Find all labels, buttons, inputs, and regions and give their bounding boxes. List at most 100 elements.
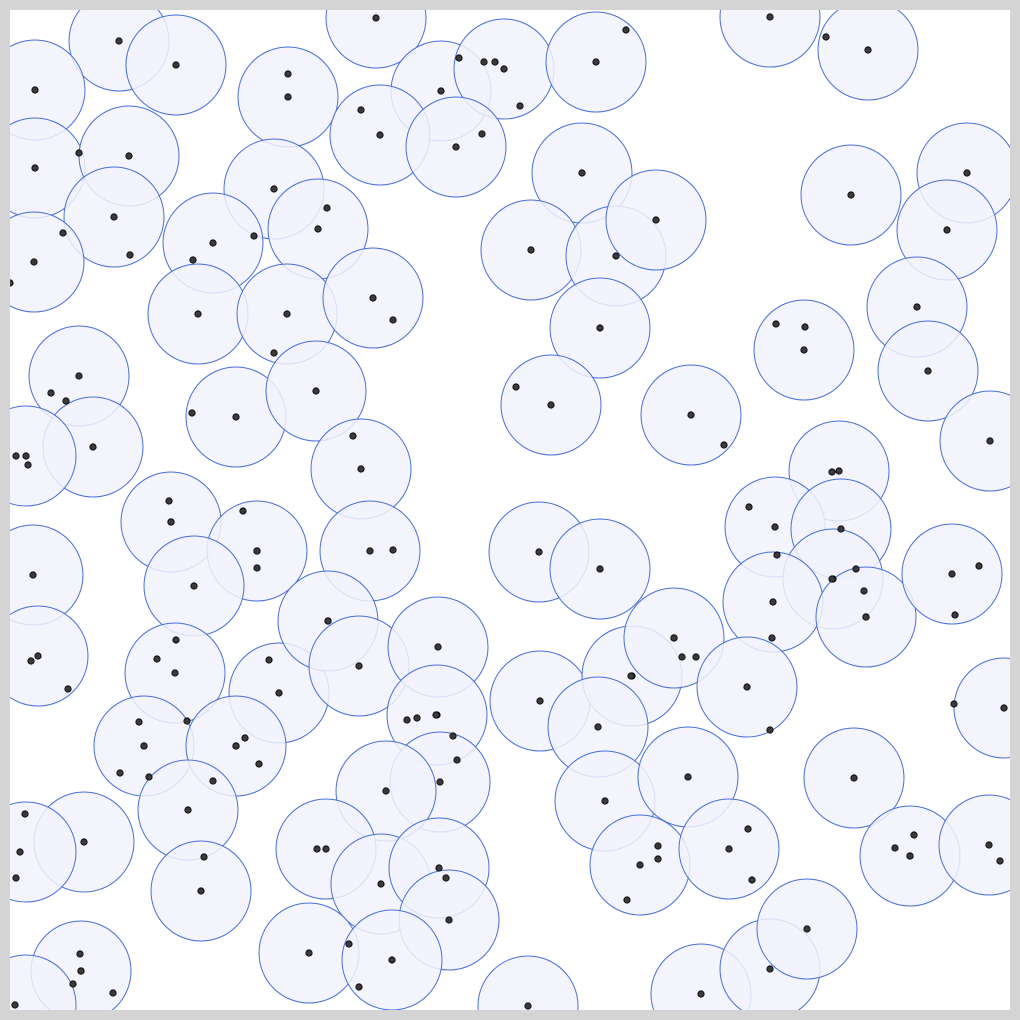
data-point <box>31 86 39 94</box>
data-point <box>636 861 644 869</box>
data-point <box>536 697 544 705</box>
coverage-circle <box>10 801 77 903</box>
data-point <box>403 716 411 724</box>
data-point <box>864 46 872 54</box>
data-point <box>828 575 836 583</box>
data-point <box>950 700 958 708</box>
data-point <box>64 685 72 693</box>
data-point <box>547 401 555 409</box>
data-point <box>684 773 692 781</box>
data-point <box>480 58 488 66</box>
data-point <box>491 58 499 66</box>
data-point <box>388 956 396 964</box>
data-point <box>357 465 365 473</box>
data-point <box>436 778 444 786</box>
data-point <box>442 874 450 882</box>
coverage-circle <box>817 10 919 101</box>
data-point <box>748 876 756 884</box>
data-point <box>31 164 39 172</box>
data-point <box>601 797 609 805</box>
data-point <box>126 251 134 259</box>
data-point <box>313 845 321 853</box>
data-point <box>594 723 602 731</box>
data-point <box>852 565 860 573</box>
data-point <box>355 662 363 670</box>
data-point <box>89 443 97 451</box>
data-point <box>578 169 586 177</box>
data-point <box>835 467 843 475</box>
data-point <box>355 983 363 991</box>
data-point <box>654 842 662 850</box>
data-point <box>725 845 733 853</box>
data-point <box>284 70 292 78</box>
data-point <box>622 26 630 34</box>
data-point <box>324 617 332 625</box>
data-point <box>190 582 198 590</box>
data-point <box>184 806 192 814</box>
data-point <box>527 246 535 254</box>
data-point <box>30 258 38 266</box>
data-point <box>312 387 320 395</box>
coverage-circles <box>10 10 1010 1010</box>
data-point <box>357 106 365 114</box>
plot-area[interactable] <box>10 10 1010 1010</box>
data-point <box>12 452 20 460</box>
data-point <box>270 349 278 357</box>
data-point <box>801 323 809 331</box>
data-point <box>165 497 173 505</box>
data-point <box>670 634 678 642</box>
data-point <box>822 33 830 41</box>
data-point <box>62 397 70 405</box>
data-point <box>140 742 148 750</box>
data-point <box>453 756 461 764</box>
data-point <box>652 216 660 224</box>
coverage-circle <box>719 10 821 68</box>
data-point <box>432 711 440 719</box>
data-point <box>720 441 728 449</box>
data-point <box>69 980 77 988</box>
data-point <box>22 452 30 460</box>
data-point <box>232 413 240 421</box>
data-point <box>283 310 291 318</box>
data-point <box>323 204 331 212</box>
data-point <box>153 655 161 663</box>
data-point <box>943 226 951 234</box>
data-point <box>24 461 32 469</box>
data-point <box>766 13 774 21</box>
data-point <box>241 734 249 742</box>
data-point <box>828 468 836 476</box>
data-point <box>189 256 197 264</box>
data-point <box>27 657 35 665</box>
data-point <box>771 523 779 531</box>
data-point <box>232 742 240 750</box>
data-point <box>623 896 631 904</box>
data-point <box>948 570 956 578</box>
data-point <box>47 389 55 397</box>
coverage-circle <box>939 390 1010 492</box>
data-point <box>11 1001 19 1009</box>
coverage-circle <box>10 605 89 707</box>
data-point <box>449 732 457 740</box>
data-point <box>951 611 959 619</box>
data-point <box>678 653 686 661</box>
data-point <box>76 950 84 958</box>
data-point <box>800 346 808 354</box>
data-point <box>963 169 971 177</box>
data-point <box>110 213 118 221</box>
data-point <box>209 777 217 785</box>
data-point <box>627 672 635 680</box>
data-point <box>183 717 191 725</box>
data-point <box>512 383 520 391</box>
data-point <box>524 1002 532 1010</box>
data-point <box>59 229 67 237</box>
data-point <box>768 634 776 642</box>
data-point <box>687 411 695 419</box>
data-point <box>116 769 124 777</box>
data-point <box>77 967 85 975</box>
data-point <box>29 571 37 579</box>
data-point <box>913 303 921 311</box>
data-point <box>167 518 175 526</box>
data-point <box>535 548 543 556</box>
data-point <box>314 225 322 233</box>
data-point <box>996 857 1004 865</box>
